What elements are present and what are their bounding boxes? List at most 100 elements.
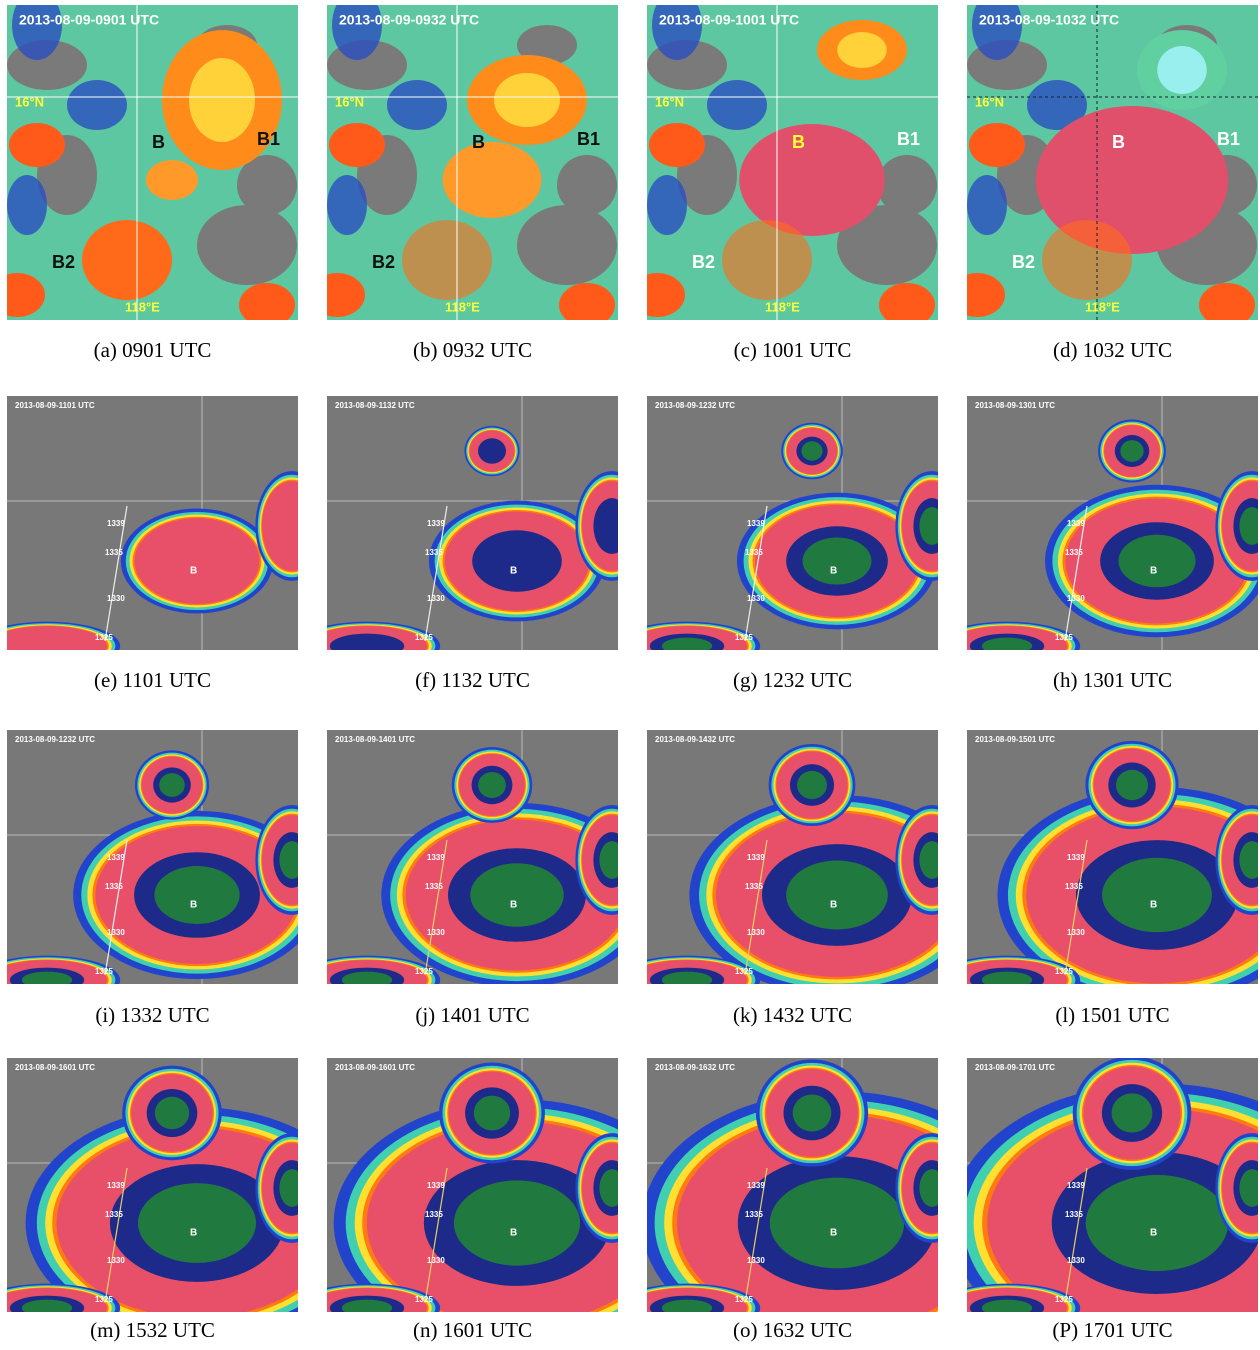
cell-b2 — [1042, 220, 1132, 300]
label: 16°N — [975, 94, 1004, 109]
neighbour-cell — [279, 1169, 304, 1207]
label: 1330 — [427, 594, 445, 603]
label: B2 — [1012, 252, 1035, 272]
cloud-free — [557, 155, 617, 215]
label: 1335 — [1065, 1210, 1083, 1219]
cold-band — [707, 80, 767, 130]
cell-b2 — [82, 220, 172, 300]
caption: (a) 0901 UTC — [94, 338, 212, 362]
label: 1339 — [747, 1181, 765, 1190]
timestamp: 2013-08-09-1632 UTC — [655, 1063, 735, 1072]
label: 1335 — [105, 882, 123, 891]
label: 1330 — [107, 594, 125, 603]
neighbour-cell — [22, 972, 72, 989]
label: 1339 — [1067, 853, 1085, 862]
label: B — [1150, 900, 1157, 911]
label: 1335 — [1065, 882, 1083, 891]
label: 1330 — [747, 1256, 765, 1265]
label: 1325 — [735, 1295, 753, 1304]
timestamp: 2013-08-09-1701 UTC — [975, 1063, 1055, 1072]
panel: 2013-08-09-1601 UTC1339133513301325B — [294, 1058, 701, 1347]
neighbour-cell — [662, 638, 712, 655]
timestamp: 2013-08-09-1601 UTC — [335, 1063, 415, 1072]
cloud-top — [329, 123, 385, 167]
panel: 2013-08-09-1232 UTC1339133513301325B — [614, 396, 969, 670]
label: 1335 — [745, 548, 763, 557]
label: 1330 — [1067, 928, 1085, 937]
label: B — [830, 900, 837, 911]
label: 1330 — [427, 1256, 445, 1265]
cloud-top — [949, 273, 1005, 317]
timestamp: 2013-08-09-1032 UTC — [979, 12, 1119, 28]
caption: (m) 1532 UTC — [90, 1318, 215, 1342]
caption: (o) 1632 UTC — [733, 1318, 852, 1342]
cloud-free — [517, 205, 617, 285]
cold-band — [327, 175, 367, 235]
label: B — [152, 132, 165, 152]
timestamp: 2013-08-09-1601 UTC — [15, 1063, 95, 1072]
timestamp: 2013-08-09-1132 UTC — [335, 401, 415, 410]
caption: (e) 1101 UTC — [94, 668, 211, 692]
caption: (j) 1401 UTC — [415, 1003, 529, 1027]
cold-band — [967, 175, 1007, 235]
label: 1325 — [1055, 967, 1073, 976]
label: B — [1150, 1228, 1157, 1239]
neighbour-cell — [919, 507, 944, 545]
small-cell — [474, 1096, 510, 1131]
panel: 2013-08-09-1001 UTC16°NBB1B2118°E — [629, 0, 938, 327]
caption: (P) 1701 UTC — [1052, 1318, 1172, 1342]
label: 1335 — [745, 1210, 763, 1219]
storm-cell — [154, 866, 239, 924]
panel: 2013-08-09-1301 UTC1339133513301325B — [934, 396, 1260, 670]
label: B — [830, 1228, 837, 1239]
neighbour-cell — [342, 972, 392, 989]
cell-b2 — [402, 220, 492, 300]
neighbour-cell — [599, 841, 624, 879]
panel: 2013-08-09-1501 UTC1339133513301325B — [934, 730, 1260, 1004]
label: B — [190, 900, 197, 911]
cloud-top — [559, 283, 615, 327]
caption: (b) 0932 UTC — [413, 338, 532, 362]
cloud-top — [9, 123, 65, 167]
timestamp: 2013-08-09-1001 UTC — [659, 12, 799, 28]
label: 1325 — [95, 967, 113, 976]
caption: (i) 1332 UTC — [95, 1003, 209, 1027]
figure: 2013-08-09-0901 UTC16°NBB1B2118°E (a) 090… — [0, 0, 1260, 1350]
label: 118°E — [1085, 299, 1120, 314]
caption: (n) 1601 UTC — [413, 1318, 532, 1342]
cloud-free — [197, 205, 297, 285]
storm-cell — [1086, 1175, 1229, 1271]
satellite-image — [934, 730, 1260, 1004]
timestamp: 2013-08-09-1232 UTC — [655, 401, 735, 410]
cloud-top — [239, 283, 295, 327]
storm-cell — [1102, 858, 1212, 932]
label: 1339 — [1067, 1181, 1085, 1190]
label: 1339 — [1067, 519, 1085, 528]
label: B — [792, 132, 805, 152]
label: 16°N — [335, 94, 364, 109]
satellite-image — [949, 0, 1258, 327]
label: 118°E — [125, 299, 160, 314]
neighbour-cell — [662, 972, 712, 989]
storm-cell — [786, 861, 888, 930]
small-cell — [1116, 770, 1148, 800]
cold-band — [7, 175, 47, 235]
label: 1339 — [747, 853, 765, 862]
neighbour-cell — [919, 1169, 944, 1207]
label: 1330 — [1067, 1256, 1085, 1265]
satellite-image — [629, 0, 938, 327]
label: B — [1150, 566, 1157, 577]
caption: (f) 1132 UTC — [415, 668, 530, 692]
cloud-top — [969, 123, 1025, 167]
storm-cell — [472, 530, 562, 591]
cloud-core — [189, 58, 255, 142]
label: 16°N — [655, 94, 684, 109]
neighbour-cell — [330, 634, 404, 659]
panel: 2013-08-09-1432 UTC1339133513301325B — [614, 730, 985, 1004]
cold-band — [647, 175, 687, 235]
